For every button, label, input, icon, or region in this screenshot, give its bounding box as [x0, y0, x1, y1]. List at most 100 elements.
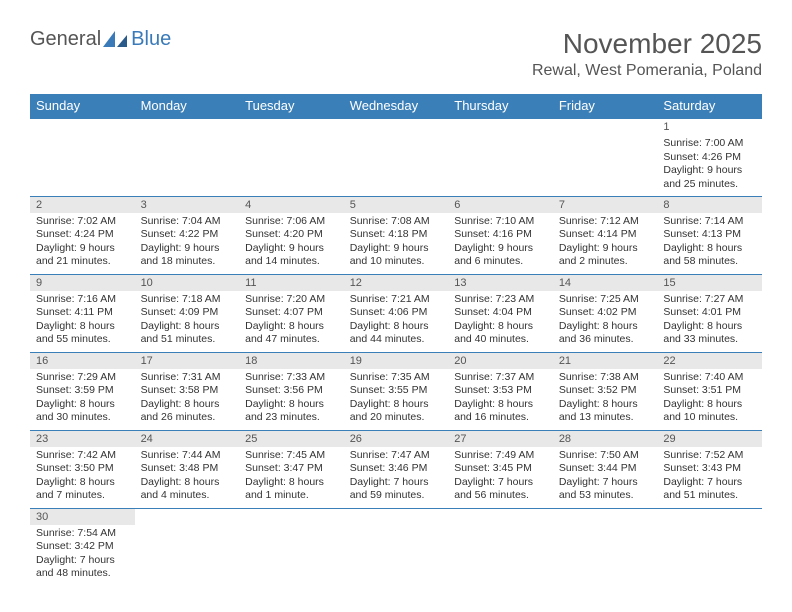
calendar-day-cell: 26Sunrise: 7:47 AMSunset: 3:46 PMDayligh… [344, 430, 449, 508]
day-details: Sunrise: 7:52 AMSunset: 3:43 PMDaylight:… [657, 447, 762, 508]
sunset-text: Sunset: 3:46 PM [350, 462, 443, 476]
day-details: Sunrise: 7:45 AMSunset: 3:47 PMDaylight:… [239, 447, 344, 508]
sunrise-text: Sunrise: 7:52 AM [663, 449, 756, 463]
sunset-text: Sunset: 4:22 PM [141, 228, 234, 242]
daylight-text: Daylight: 9 hours [559, 242, 652, 256]
sunset-text: Sunset: 3:51 PM [663, 384, 756, 398]
daylight-text: Daylight: 8 hours [454, 320, 547, 334]
daylight-text: Daylight: 8 hours [36, 398, 129, 412]
day-number: 20 [448, 353, 553, 369]
sunrise-text: Sunrise: 7:12 AM [559, 215, 652, 229]
day-number: 3 [135, 197, 240, 213]
day-details: Sunrise: 7:23 AMSunset: 4:04 PMDaylight:… [448, 291, 553, 352]
sunset-text: Sunset: 3:43 PM [663, 462, 756, 476]
daylight-text: and 55 minutes. [36, 333, 129, 347]
sunrise-text: Sunrise: 7:25 AM [559, 293, 652, 307]
calendar-day-cell: 14Sunrise: 7:25 AMSunset: 4:02 PMDayligh… [553, 274, 658, 352]
calendar-day-cell: 6Sunrise: 7:10 AMSunset: 4:16 PMDaylight… [448, 196, 553, 274]
sunrise-text: Sunrise: 7:14 AM [663, 215, 756, 229]
day-details: Sunrise: 7:33 AMSunset: 3:56 PMDaylight:… [239, 369, 344, 430]
logo-text-general: General [30, 28, 101, 51]
daylight-text: and 14 minutes. [245, 255, 338, 269]
daylight-text: Daylight: 8 hours [141, 398, 234, 412]
day-details: Sunrise: 7:25 AMSunset: 4:02 PMDaylight:… [553, 291, 658, 352]
daylight-text: and 51 minutes. [141, 333, 234, 347]
calendar-day-cell: 5Sunrise: 7:08 AMSunset: 4:18 PMDaylight… [344, 196, 449, 274]
weekday-header: Wednesday [344, 94, 449, 118]
daylight-text: and 10 minutes. [663, 411, 756, 425]
daylight-text: Daylight: 9 hours [36, 242, 129, 256]
sunrise-text: Sunrise: 7:40 AM [663, 371, 756, 385]
sunrise-text: Sunrise: 7:35 AM [350, 371, 443, 385]
daylight-text: Daylight: 8 hours [245, 476, 338, 490]
day-number: 15 [657, 275, 762, 291]
daylight-text: Daylight: 8 hours [245, 320, 338, 334]
month-title: November 2025 [532, 28, 762, 60]
calendar-day-cell: 17Sunrise: 7:31 AMSunset: 3:58 PMDayligh… [135, 352, 240, 430]
day-number: 13 [448, 275, 553, 291]
calendar-day-cell: 18Sunrise: 7:33 AMSunset: 3:56 PMDayligh… [239, 352, 344, 430]
daylight-text: and 33 minutes. [663, 333, 756, 347]
day-number: 16 [30, 353, 135, 369]
calendar-day-cell: 1Sunrise: 7:00 AMSunset: 4:26 PMDaylight… [657, 118, 762, 196]
day-number: 14 [553, 275, 658, 291]
sunrise-text: Sunrise: 7:47 AM [350, 449, 443, 463]
calendar-day-cell: 25Sunrise: 7:45 AMSunset: 3:47 PMDayligh… [239, 430, 344, 508]
sunset-text: Sunset: 4:18 PM [350, 228, 443, 242]
daylight-text: Daylight: 8 hours [559, 320, 652, 334]
sunset-text: Sunset: 4:06 PM [350, 306, 443, 320]
day-number: 9 [30, 275, 135, 291]
day-details: Sunrise: 7:44 AMSunset: 3:48 PMDaylight:… [135, 447, 240, 508]
sunset-text: Sunset: 3:52 PM [559, 384, 652, 398]
daylight-text: Daylight: 8 hours [36, 320, 129, 334]
sunrise-text: Sunrise: 7:54 AM [36, 527, 129, 541]
daylight-text: and 26 minutes. [141, 411, 234, 425]
daylight-text: Daylight: 8 hours [141, 320, 234, 334]
sunrise-text: Sunrise: 7:04 AM [141, 215, 234, 229]
sunset-text: Sunset: 4:11 PM [36, 306, 129, 320]
day-number: 4 [239, 197, 344, 213]
daylight-text: and 4 minutes. [141, 489, 234, 503]
day-details: Sunrise: 7:49 AMSunset: 3:45 PMDaylight:… [448, 447, 553, 508]
calendar-day-cell [135, 118, 240, 196]
day-details: Sunrise: 7:27 AMSunset: 4:01 PMDaylight:… [657, 291, 762, 352]
calendar-day-cell: 22Sunrise: 7:40 AMSunset: 3:51 PMDayligh… [657, 352, 762, 430]
sunrise-text: Sunrise: 7:27 AM [663, 293, 756, 307]
sunrise-text: Sunrise: 7:20 AM [245, 293, 338, 307]
daylight-text: and 47 minutes. [245, 333, 338, 347]
sunset-text: Sunset: 4:14 PM [559, 228, 652, 242]
sunset-text: Sunset: 3:50 PM [36, 462, 129, 476]
day-details: Sunrise: 7:00 AMSunset: 4:26 PMDaylight:… [657, 135, 762, 196]
location: Rewal, West Pomerania, Poland [532, 62, 762, 80]
day-details: Sunrise: 7:18 AMSunset: 4:09 PMDaylight:… [135, 291, 240, 352]
daylight-text: Daylight: 8 hours [36, 476, 129, 490]
daylight-text: and 7 minutes. [36, 489, 129, 503]
daylight-text: Daylight: 8 hours [350, 320, 443, 334]
sunset-text: Sunset: 3:55 PM [350, 384, 443, 398]
daylight-text: Daylight: 9 hours [350, 242, 443, 256]
daylight-text: and 16 minutes. [454, 411, 547, 425]
sunrise-text: Sunrise: 7:10 AM [454, 215, 547, 229]
day-details: Sunrise: 7:12 AMSunset: 4:14 PMDaylight:… [553, 213, 658, 274]
day-details: Sunrise: 7:02 AMSunset: 4:24 PMDaylight:… [30, 213, 135, 274]
day-number: 22 [657, 353, 762, 369]
calendar-day-cell [239, 508, 344, 586]
day-number: 18 [239, 353, 344, 369]
day-number: 17 [135, 353, 240, 369]
day-details: Sunrise: 7:16 AMSunset: 4:11 PMDaylight:… [30, 291, 135, 352]
sunset-text: Sunset: 4:04 PM [454, 306, 547, 320]
calendar-day-cell [657, 508, 762, 586]
day-number: 29 [657, 431, 762, 447]
calendar-day-cell [30, 118, 135, 196]
day-number: 8 [657, 197, 762, 213]
sunrise-text: Sunrise: 7:42 AM [36, 449, 129, 463]
calendar-day-cell: 3Sunrise: 7:04 AMSunset: 4:22 PMDaylight… [135, 196, 240, 274]
calendar-day-cell: 2Sunrise: 7:02 AMSunset: 4:24 PMDaylight… [30, 196, 135, 274]
sunset-text: Sunset: 4:20 PM [245, 228, 338, 242]
sunrise-text: Sunrise: 7:00 AM [663, 137, 756, 151]
sunrise-text: Sunrise: 7:37 AM [454, 371, 547, 385]
sunrise-text: Sunrise: 7:18 AM [141, 293, 234, 307]
weekday-header: Friday [553, 94, 658, 118]
day-details: Sunrise: 7:35 AMSunset: 3:55 PMDaylight:… [344, 369, 449, 430]
calendar-table: Sunday Monday Tuesday Wednesday Thursday… [30, 94, 762, 586]
